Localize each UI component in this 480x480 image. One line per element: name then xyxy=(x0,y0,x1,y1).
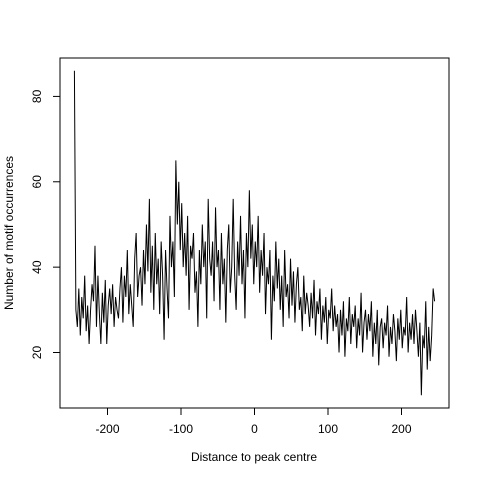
plot-box xyxy=(59,57,450,409)
x-tick-label: -200 xyxy=(95,422,119,436)
x-tick-label: 100 xyxy=(318,422,338,436)
y-tick-label: 80 xyxy=(30,89,44,103)
y-tick-label: 60 xyxy=(30,175,44,189)
x-tick-label: -100 xyxy=(169,422,193,436)
x-tick-label: 200 xyxy=(391,422,411,436)
data-line xyxy=(73,70,436,396)
x-tick-label: 0 xyxy=(251,422,258,436)
y-axis-label: Number of motif occurrences xyxy=(2,156,16,310)
y-tick-label: 40 xyxy=(30,260,44,274)
x-axis-label: Distance to peak centre xyxy=(191,450,317,464)
y-tick-label: 20 xyxy=(30,346,44,360)
